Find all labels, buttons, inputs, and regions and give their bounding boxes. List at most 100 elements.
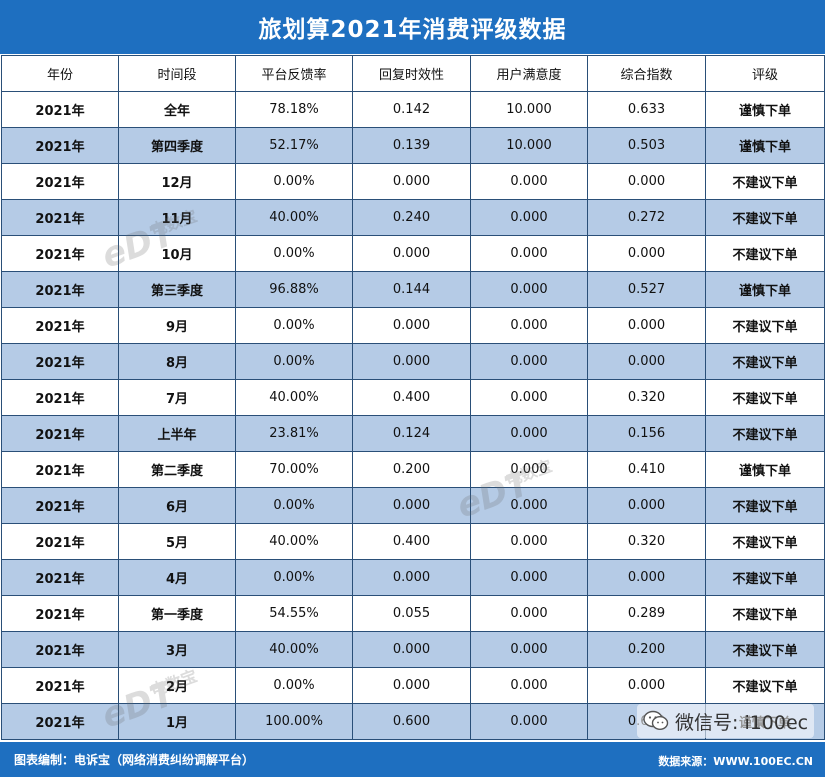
- composite-index-cell: 0.000: [587, 487, 706, 524]
- column-header: 用户满意度: [470, 55, 588, 92]
- column-header: 评级: [705, 55, 825, 92]
- column-header: 年份: [1, 55, 119, 92]
- year-cell: 2021年: [1, 487, 119, 524]
- rating-cell: 谨慎下单: [705, 91, 825, 128]
- wechat-id: 微信号: i100ec: [675, 711, 809, 734]
- satisfaction-cell: 0.000: [470, 451, 588, 488]
- table-row: 2021年 第二季度 70.00% 0.200 0.000 0.410 谨慎下单: [1, 451, 825, 488]
- composite-index-cell: 0.272: [587, 199, 706, 236]
- rating-cell: 不建议下单: [705, 199, 825, 236]
- composite-index-cell: 0.503: [587, 127, 706, 164]
- year-cell: 2021年: [1, 667, 119, 704]
- year-cell: 2021年: [1, 91, 119, 128]
- response-timeliness-cell: 0.124: [352, 415, 471, 452]
- response-timeliness-cell: 0.000: [352, 235, 471, 272]
- satisfaction-cell: 0.000: [470, 595, 588, 632]
- satisfaction-cell: 0.000: [470, 631, 588, 668]
- feedback-rate-cell: 0.00%: [235, 307, 353, 344]
- table-row: 2021年 6月 0.00% 0.000 0.000 0.000 不建议下单: [1, 487, 825, 524]
- rating-table: 年份 时间段 平台反馈率 回复时效性 用户满意度 综合指数 评级 2021年 全年 78.18%…: [1, 55, 825, 740]
- wechat-icon: [643, 710, 669, 732]
- feedback-rate-cell: 0.00%: [235, 343, 353, 380]
- rating-cell: 不建议下单: [705, 415, 825, 452]
- feedback-rate-cell: 40.00%: [235, 199, 353, 236]
- title-bar: 旅划算2021年消费评级数据: [0, 0, 825, 54]
- feedback-rate-cell: 0.00%: [235, 487, 353, 524]
- period-cell: 第四季度: [118, 127, 236, 164]
- response-timeliness-cell: 0.600: [352, 703, 471, 740]
- year-cell: 2021年: [1, 307, 119, 344]
- feedback-rate-cell: 0.00%: [235, 235, 353, 272]
- column-header: 回复时效性: [352, 55, 471, 92]
- year-cell: 2021年: [1, 235, 119, 272]
- table-header-row: 年份 时间段 平台反馈率 回复时效性 用户满意度 综合指数 评级: [1, 55, 825, 92]
- year-cell: 2021年: [1, 163, 119, 200]
- year-cell: 2021年: [1, 343, 119, 380]
- rating-cell: 谨慎下单: [705, 271, 825, 308]
- rating-cell: 不建议下单: [705, 595, 825, 632]
- footer-credit: 图表编制：电诉宝（网络消费纠纷调解平台）: [14, 753, 255, 767]
- satisfaction-cell: 0.000: [470, 343, 588, 380]
- feedback-rate-cell: 40.00%: [235, 523, 353, 560]
- table-row: 2021年 2月 0.00% 0.000 0.000 0.000 不建议下单: [1, 667, 825, 704]
- composite-index-cell: 0.000: [587, 559, 706, 596]
- period-cell: 12月: [118, 163, 236, 200]
- satisfaction-cell: 10.000: [470, 91, 588, 128]
- composite-index-cell: 0.000: [587, 307, 706, 344]
- rating-cell: 谨慎下单: [705, 451, 825, 488]
- feedback-rate-cell: 23.81%: [235, 415, 353, 452]
- feedback-rate-cell: 78.18%: [235, 91, 353, 128]
- rating-cell: 不建议下单: [705, 379, 825, 416]
- year-cell: 2021年: [1, 703, 119, 740]
- table-row: 2021年 第四季度 52.17% 0.139 10.000 0.503 谨慎下单: [1, 127, 825, 164]
- year-cell: 2021年: [1, 415, 119, 452]
- feedback-rate-cell: 100.00%: [235, 703, 353, 740]
- satisfaction-cell: 10.000: [470, 127, 588, 164]
- response-timeliness-cell: 0.000: [352, 631, 471, 668]
- year-cell: 2021年: [1, 127, 119, 164]
- composite-index-cell: 0.000: [587, 163, 706, 200]
- composite-index-cell: 0.289: [587, 595, 706, 632]
- feedback-rate-cell: 0.00%: [235, 559, 353, 596]
- period-cell: 2月: [118, 667, 236, 704]
- response-timeliness-cell: 0.000: [352, 163, 471, 200]
- rating-cell: 不建议下单: [705, 667, 825, 704]
- satisfaction-cell: 0.000: [470, 307, 588, 344]
- rating-cell: 不建议下单: [705, 487, 825, 524]
- rating-cell: 不建议下单: [705, 523, 825, 560]
- period-cell: 11月: [118, 199, 236, 236]
- satisfaction-cell: 0.000: [470, 235, 588, 272]
- rating-table-container: 年份 时间段 平台反馈率 回复时效性 用户满意度 综合指数 评级 2021年 全年 78.18%…: [1, 55, 825, 740]
- table-row: 2021年 11月 40.00% 0.240 0.000 0.272 不建议下单: [1, 199, 825, 236]
- satisfaction-cell: 0.000: [470, 667, 588, 704]
- table-row: 2021年 12月 0.00% 0.000 0.000 0.000 不建议下单: [1, 163, 825, 200]
- period-cell: 全年: [118, 91, 236, 128]
- rating-cell: 不建议下单: [705, 235, 825, 272]
- year-cell: 2021年: [1, 271, 119, 308]
- response-timeliness-cell: 0.000: [352, 487, 471, 524]
- period-cell: 4月: [118, 559, 236, 596]
- column-header: 综合指数: [587, 55, 706, 92]
- satisfaction-cell: 0.000: [470, 415, 588, 452]
- period-cell: 7月: [118, 379, 236, 416]
- table-row: 2021年 10月 0.00% 0.000 0.000 0.000 不建议下单: [1, 235, 825, 272]
- year-cell: 2021年: [1, 631, 119, 668]
- period-cell: 9月: [118, 307, 236, 344]
- period-cell: 5月: [118, 523, 236, 560]
- rating-cell: 不建议下单: [705, 559, 825, 596]
- period-cell: 第三季度: [118, 271, 236, 308]
- table-row: 2021年 9月 0.00% 0.000 0.000 0.000 不建议下单: [1, 307, 825, 344]
- period-cell: 第一季度: [118, 595, 236, 632]
- page-title: 旅划算2021年消费评级数据: [258, 17, 567, 43]
- table-row: 2021年 7月 40.00% 0.400 0.000 0.320 不建议下单: [1, 379, 825, 416]
- column-header: 时间段: [118, 55, 236, 92]
- table-row: 2021年 第一季度 54.55% 0.055 0.000 0.289 不建议下单: [1, 595, 825, 632]
- satisfaction-cell: 0.000: [470, 379, 588, 416]
- feedback-rate-cell: 40.00%: [235, 379, 353, 416]
- composite-index-cell: 0.320: [587, 523, 706, 560]
- response-timeliness-cell: 0.400: [352, 379, 471, 416]
- composite-index-cell: 0.000: [587, 667, 706, 704]
- satisfaction-cell: 0.000: [470, 487, 588, 524]
- response-timeliness-cell: 0.144: [352, 271, 471, 308]
- response-timeliness-cell: 0.200: [352, 451, 471, 488]
